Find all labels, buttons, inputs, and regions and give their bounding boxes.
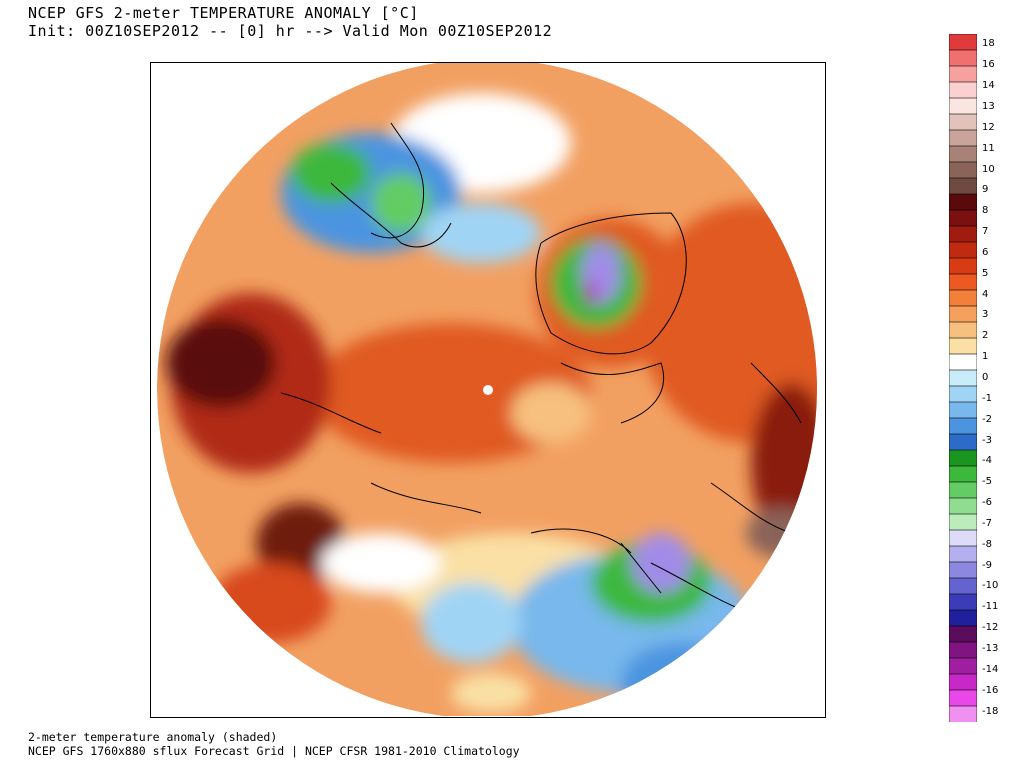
colorbar-tick-label: 13 xyxy=(982,100,995,112)
colorbar-swatch xyxy=(949,321,977,339)
coastlines xyxy=(280,122,802,614)
colorbar-tick-label: 9 xyxy=(982,184,989,196)
colorbar-tick-label: -2 xyxy=(982,413,992,425)
colorbar-swatch xyxy=(949,689,977,707)
colorbar-tick-label: -4 xyxy=(982,455,992,467)
anomaly-field xyxy=(157,59,817,719)
colorbar-swatch xyxy=(949,161,977,179)
colorbar-swatch xyxy=(949,113,977,131)
colorbar-swatch xyxy=(949,273,977,291)
footer-source: NCEP GFS 1760x880 sflux Forecast Grid | … xyxy=(28,744,520,758)
colorbar-swatch xyxy=(949,609,977,627)
colorbar-swatch xyxy=(949,145,977,163)
colorbar-tick-label: 12 xyxy=(982,121,995,133)
colorbar-tick-label: 2 xyxy=(982,330,989,342)
colorbar-swatch xyxy=(949,257,977,275)
colorbar-swatch xyxy=(949,641,977,659)
colorbar-swatch xyxy=(949,705,977,722)
colorbar-tick-label: 1 xyxy=(982,351,989,363)
colorbar-swatch xyxy=(949,481,977,499)
colorbar-tick-label: 18 xyxy=(982,38,995,50)
colorbar-swatch xyxy=(949,593,977,611)
colorbar-swatch xyxy=(949,417,977,435)
colorbar-swatch xyxy=(949,81,977,99)
colorbar-swatch xyxy=(949,561,977,579)
colorbar-tick-label: -10 xyxy=(982,580,999,592)
colorbar-tick-label: -8 xyxy=(982,538,992,550)
colorbar-swatch xyxy=(949,577,977,595)
colorbar-tick-label: 14 xyxy=(982,80,995,92)
colorbar-swatch xyxy=(949,529,977,547)
colorbar-swatch xyxy=(949,209,977,227)
colorbar-tick-label: -11 xyxy=(982,601,999,613)
colorbar-swatch xyxy=(949,337,977,355)
colorbar-swatch xyxy=(949,497,977,515)
colorbar-swatch xyxy=(949,49,977,67)
colorbar-swatch xyxy=(949,177,977,195)
colorbar-tick-label: 7 xyxy=(982,226,989,238)
colorbar-tick-label: -9 xyxy=(982,559,992,571)
colorbar-tick-label: 16 xyxy=(982,59,995,71)
colorbar-swatch xyxy=(949,673,977,691)
colorbar-swatch xyxy=(949,433,977,451)
colorbar-swatch xyxy=(949,225,977,243)
colorbar-swatch xyxy=(949,193,977,211)
map-frame xyxy=(150,59,826,719)
colorbar-swatch xyxy=(949,97,977,115)
footer-description: 2-meter temperature anomaly (shaded) xyxy=(28,730,278,744)
map-title: NCEP GFS 2-meter TEMPERATURE ANOMALY [°C… xyxy=(28,4,419,22)
colorbar-tick-label: -6 xyxy=(982,497,992,509)
colorbar-tick-label: -16 xyxy=(982,684,999,696)
colorbar-swatch xyxy=(949,369,977,387)
colorbar-swatch xyxy=(949,353,977,371)
colorbar-tick-label: 8 xyxy=(982,205,989,217)
colorbar xyxy=(949,34,977,722)
colorbar-swatch xyxy=(949,465,977,483)
colorbar-swatch xyxy=(949,241,977,259)
colorbar-tick-label: 6 xyxy=(982,246,989,258)
colorbar-tick-label: -14 xyxy=(982,663,999,675)
colorbar-tick-label: 11 xyxy=(982,142,995,154)
polar-map[interactable] xyxy=(151,59,824,719)
colorbar-swatch xyxy=(949,513,977,531)
colorbar-swatch xyxy=(949,385,977,403)
colorbar-tick-label: -12 xyxy=(982,622,999,634)
colorbar-swatch xyxy=(949,289,977,307)
colorbar-tick-label: -1 xyxy=(982,392,992,404)
colorbar-tick-label: -18 xyxy=(982,705,999,717)
colorbar-swatch xyxy=(949,34,977,51)
colorbar-swatch xyxy=(949,449,977,467)
map-subtitle: Init: 00Z10SEP2012 -- [0] hr --> Valid M… xyxy=(28,22,553,40)
colorbar-swatch xyxy=(949,625,977,643)
colorbar-swatch xyxy=(949,657,977,675)
colorbar-swatch xyxy=(949,65,977,83)
colorbar-tick-label: 4 xyxy=(982,288,989,300)
colorbar-tick-label: -3 xyxy=(982,434,992,446)
colorbar-tick-label: -5 xyxy=(982,476,992,488)
colorbar-tick-label: -7 xyxy=(982,517,992,529)
colorbar-tick-label: 5 xyxy=(982,267,989,279)
colorbar-swatch xyxy=(949,545,977,563)
colorbar-tick-label: 3 xyxy=(982,309,989,321)
colorbar-tick-label: 10 xyxy=(982,163,995,175)
colorbar-swatch xyxy=(949,305,977,323)
colorbar-swatch xyxy=(949,129,977,147)
colorbar-swatch xyxy=(949,401,977,419)
colorbar-tick-label: -13 xyxy=(982,643,999,655)
colorbar-tick-label: 0 xyxy=(982,372,989,383)
